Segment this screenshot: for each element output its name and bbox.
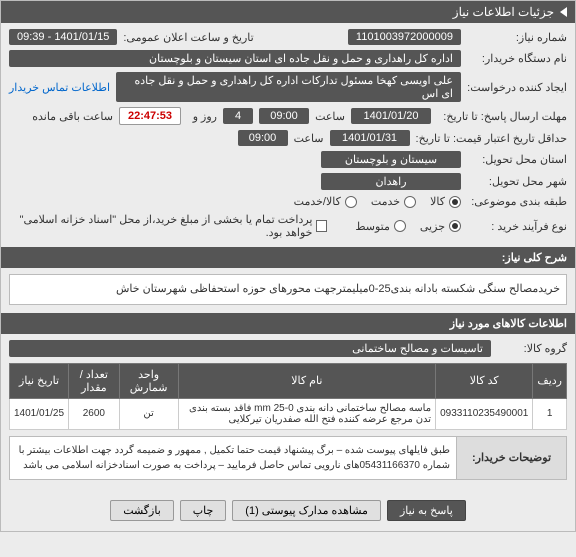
row-validity: حداقل تاریخ اعتبار قیمت: تا تاریخ: 1401/… (9, 130, 567, 146)
radio-service-label: خدمت (371, 195, 400, 208)
row-deadline-send: مهلت ارسال پاسخ: تا تاریخ: 1401/01/20 سا… (9, 107, 567, 125)
req-no-label: شماره نیاز: (467, 31, 567, 44)
td-unit: تن (119, 398, 178, 429)
radio-goods-label: کالا (430, 195, 445, 208)
time-label-2: ساعت (294, 132, 324, 145)
radio-icon (345, 196, 357, 208)
city-value: راهدان (321, 173, 461, 190)
th-code: کد کالا (436, 363, 533, 398)
process-radio-group: جزیی متوسط پرداخت تمام یا بخشی از مبلغ خ… (9, 213, 461, 239)
contact-link[interactable]: اطلاعات تماس خریدار (9, 81, 110, 94)
radio-icon (449, 220, 461, 232)
process-label: نوع فرآیند خرید : (467, 220, 567, 233)
remarks-label: توضیحات خریدار: (456, 437, 566, 479)
radio-mid[interactable]: متوسط (355, 220, 406, 233)
print-button[interactable]: چاپ (180, 500, 227, 521)
req-no-value: 1101003972000009 (348, 29, 461, 45)
items-section-title: اطلاعات کالاهای مورد نیاز (1, 313, 575, 334)
th-unit: واحد شمارش (119, 363, 178, 398)
validity-label: حداقل تاریخ اعتبار قیمت: تا تاریخ: (416, 132, 567, 145)
panel-header: جزئیات اطلاعات نیاز (1, 1, 575, 23)
announce-label: تاریخ و ساعت اعلان عمومی: (123, 31, 342, 44)
remarks-text: طبق فایلهای پیوست شده – برگ پیشنهاد قیمت… (10, 437, 456, 479)
group-value: تاسیسات و مصالح ساختمانی (9, 340, 491, 357)
creator-label: ایجاد کننده درخواست: (467, 81, 567, 94)
deadline-send-label: مهلت ارسال پاسخ: تا تاریخ: (437, 110, 567, 123)
td-date: 1401/01/25 (10, 398, 69, 429)
row-province: استان محل تحویل: سیستان و بلوچستان (9, 151, 567, 168)
radio-service[interactable]: خدمت (371, 195, 416, 208)
days-value: 4 (223, 108, 253, 124)
th-date: تاریخ نیاز (10, 363, 69, 398)
td-name: ماسه مصالح ساختمانی دانه بندی 0-25 mm فا… (178, 398, 435, 429)
buyer-value: اداره کل راهداری و حمل و نقل جاده ای است… (9, 50, 461, 67)
deadline-send-date: 1401/01/20 (351, 108, 431, 124)
items-table: ردیف کد کالا نام کالا واحد شمارش تعداد /… (9, 363, 567, 430)
td-row: 1 (533, 398, 567, 429)
form-area: شماره نیاز: 1101003972000009 تاریخ و ساع… (1, 23, 575, 490)
row-req-no: شماره نیاز: 1101003972000009 تاریخ و ساع… (9, 29, 567, 45)
attachments-button[interactable]: مشاهده مدارک پیوستی (1) (232, 500, 381, 521)
creator-value: علی اویسی کهخا مسئول تدارکات اداره کل را… (116, 72, 461, 102)
radio-icon (394, 220, 406, 232)
row-creator: ایجاد کننده درخواست: علی اویسی کهخا مسئو… (9, 72, 567, 102)
province-value: سیستان و بلوچستان (321, 151, 461, 168)
buyer-label: نام دستگاه خریدار: (467, 52, 567, 65)
validity-date: 1401/01/31 (330, 130, 410, 146)
row-buyer: نام دستگاه خریدار: اداره کل راهداری و حم… (9, 50, 567, 67)
table-row: 1 0933110235490001 ماسه مصالح ساختمانی د… (10, 398, 567, 429)
th-name: نام کالا (178, 363, 435, 398)
td-code: 0933110235490001 (436, 398, 533, 429)
main-panel: جزئیات اطلاعات نیاز شماره نیاز: 11010039… (0, 0, 576, 532)
return-button[interactable]: بازگشت (110, 500, 174, 521)
table-header-row: ردیف کد کالا نام کالا واحد شمارش تعداد /… (10, 363, 567, 398)
payment-note: پرداخت تمام یا بخشی از مبلغ خرید،از محل … (9, 213, 312, 239)
radio-mid-label: متوسط (355, 220, 390, 233)
radio-icon (449, 196, 461, 208)
radio-low[interactable]: جزیی (420, 220, 461, 233)
radio-low-label: جزیی (420, 220, 445, 233)
radio-icon (404, 196, 416, 208)
city-label: شهر محل تحویل: (467, 175, 567, 188)
chevron-icon (560, 7, 567, 17)
province-label: استان محل تحویل: (467, 153, 567, 166)
validity-time: 09:00 (238, 130, 288, 146)
category-label: طبقه بندی موضوعی: (467, 195, 567, 208)
announce-value: 1401/01/15 - 09:39 (9, 29, 117, 45)
th-qty: تعداد / مقدار (69, 363, 120, 398)
row-group: گروه کالا: تاسیسات و مصالح ساختمانی (9, 340, 567, 357)
panel-title: جزئیات اطلاعات نیاز (453, 5, 554, 19)
remain-label: ساعت باقی مانده (32, 110, 113, 123)
radio-goods[interactable]: کالا (430, 195, 461, 208)
radio-both[interactable]: کالا/خدمت (294, 195, 357, 208)
respond-button[interactable]: پاسخ به نیاز (387, 500, 466, 521)
td-qty: 2600 (69, 398, 120, 429)
remarks-box: توضیحات خریدار: طبق فایلهای پیوست شده – … (9, 436, 567, 480)
radio-both-label: کالا/خدمت (294, 195, 341, 208)
row-process: نوع فرآیند خرید : جزیی متوسط پرداخت تمام… (9, 213, 567, 239)
time-label-1: ساعت (315, 110, 345, 123)
row-category: طبقه بندی موضوعی: کالا خدمت کالا/خدمت (9, 195, 567, 208)
category-radio-group: کالا خدمت کالا/خدمت (9, 195, 461, 208)
checkbox-icon (316, 220, 327, 232)
payment-check: پرداخت تمام یا بخشی از مبلغ خرید،از محل … (9, 213, 327, 239)
days-label: روز و (187, 110, 217, 123)
group-label: گروه کالا: (497, 342, 567, 355)
desc-section-title: شرح کلی نیاز: (1, 247, 575, 268)
desc-text: خریدمصالح سنگی شکسته بادانه بندی25-0میلی… (9, 274, 567, 305)
th-row: ردیف (533, 363, 567, 398)
footer-actions: پاسخ به نیاز مشاهده مدارک پیوستی (1) چاپ… (1, 490, 575, 531)
deadline-send-time: 09:00 (259, 108, 309, 124)
countdown: 22:47:53 (119, 107, 181, 125)
row-city: شهر محل تحویل: راهدان (9, 173, 567, 190)
